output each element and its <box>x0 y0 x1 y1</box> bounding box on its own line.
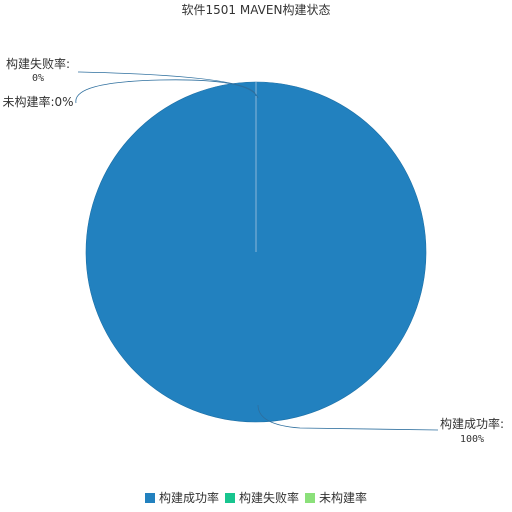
legend-label-not-built[interactable]: 未构建率 <box>319 490 367 505</box>
legend[interactable]: 构建成功率 构建失败率 未构建率 <box>145 490 367 505</box>
slice-label-name-success: 构建成功率: <box>440 416 504 431</box>
slice-label-not-built: 未构建率:0% <box>2 94 73 109</box>
legend-swatch-failure <box>225 493 235 503</box>
leader-line-not-built <box>75 79 259 104</box>
leader-line-success <box>257 404 439 431</box>
legend-label-failure[interactable]: 构建失败率 <box>239 490 299 505</box>
slice-label-value-failure: 0% <box>32 73 44 84</box>
legend-item-success[interactable]: 构建成功率 <box>145 490 219 505</box>
pie-slices <box>85 81 427 423</box>
legend-swatch-success <box>145 493 155 503</box>
legend-item-not-built[interactable]: 未构建率 <box>305 490 367 505</box>
legend-swatch-not-built <box>305 493 315 503</box>
slice-label-value-success: 100% <box>460 434 484 445</box>
chart-title: 软件1501 MAVEN构建状态 <box>182 2 331 17</box>
leader-line-failure <box>78 71 257 97</box>
slice-label-name-failure: 构建失败率: <box>6 56 70 71</box>
slice-labels: 构建成功率: 100% 构建失败率: 0% 未构建率:0% <box>2 56 504 445</box>
legend-item-failure[interactable]: 构建失败率 <box>225 490 299 505</box>
legend-label-success[interactable]: 构建成功率 <box>159 490 219 505</box>
